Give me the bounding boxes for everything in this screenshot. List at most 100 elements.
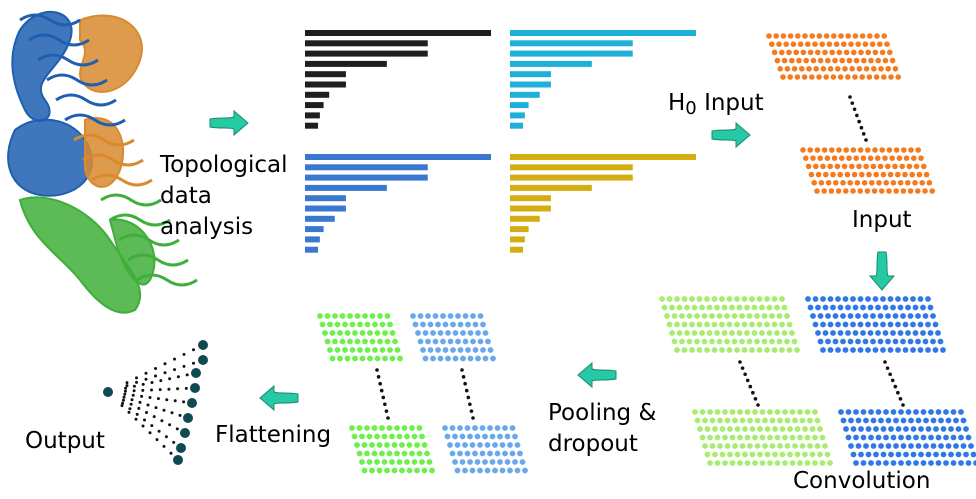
output-connection-dot — [140, 394, 144, 398]
grid-dot — [920, 409, 927, 415]
grid-dot — [819, 460, 826, 466]
grid-dot — [877, 41, 883, 47]
grid-dot — [823, 171, 829, 178]
grid-dot — [686, 338, 693, 345]
grid-dot — [930, 338, 936, 345]
grid-dot — [777, 443, 783, 449]
grid-dot — [816, 33, 823, 39]
grid-dot — [722, 460, 728, 466]
grid-dot — [842, 66, 848, 72]
protein-ribbon-strand — [55, 93, 117, 107]
grid-dot — [692, 409, 698, 415]
grid-dot — [925, 426, 932, 432]
output-connection-dot — [192, 348, 195, 352]
grid-dot — [835, 347, 841, 353]
grid-dot — [469, 467, 476, 474]
grid-dot — [404, 433, 410, 440]
grid-dot — [734, 321, 740, 328]
arrow-pooling-to-flattening — [259, 384, 299, 412]
grid-dot — [948, 451, 954, 458]
grid-dot — [925, 451, 932, 458]
grid-dot — [842, 347, 849, 353]
grid-dot — [825, 338, 831, 345]
grid-dot — [406, 442, 413, 448]
grid-dot — [319, 321, 326, 328]
grid-dot — [922, 338, 929, 345]
grid-dot — [707, 409, 713, 415]
grid-dot — [349, 425, 355, 431]
grid-dot — [411, 459, 418, 465]
grid-dot — [835, 321, 841, 328]
barcode-bar — [305, 246, 319, 253]
connector-dot — [861, 132, 866, 136]
output-connection-dot — [152, 415, 156, 419]
grid-dot — [752, 434, 758, 441]
grid-dot — [347, 338, 353, 345]
barcode-bar — [510, 122, 524, 129]
grid-dot — [780, 33, 787, 39]
protein-ribbon-strand — [109, 213, 171, 227]
barcode-bar — [510, 71, 551, 78]
connector-dot — [898, 397, 903, 401]
protein-ribbon-strand — [118, 233, 180, 247]
grid-dot — [329, 355, 336, 362]
grid-dot — [853, 155, 859, 161]
grid-dot — [859, 33, 866, 39]
grid-dot — [726, 321, 733, 328]
grid-dot — [792, 443, 798, 449]
grid-dot — [426, 459, 433, 465]
connector-dot — [748, 384, 753, 389]
output-connection-dot — [178, 413, 182, 417]
grid-dot — [935, 460, 942, 466]
grid-dot — [827, 296, 834, 302]
grid-dot — [938, 417, 944, 424]
grid-dot — [497, 433, 503, 440]
output-node — [173, 455, 183, 465]
grid-dot — [482, 433, 488, 440]
grid-dot — [865, 49, 871, 56]
grid-dot — [394, 450, 400, 457]
grid-dot — [517, 450, 523, 457]
grid-dot — [880, 347, 886, 353]
output-connection-dot — [164, 435, 168, 439]
grid-dot — [809, 426, 816, 432]
grid-dot — [881, 74, 887, 80]
grid-dot — [905, 180, 911, 186]
grid-dot — [895, 347, 901, 353]
grid-dot — [958, 434, 964, 441]
grid-dot — [922, 188, 928, 194]
grid-dot — [866, 171, 872, 178]
grid-dot — [850, 426, 857, 432]
grid-dot — [399, 467, 405, 474]
output-connection-dot — [124, 386, 128, 390]
grid-dot — [752, 460, 758, 466]
grid-dot — [437, 330, 444, 336]
grid-dot — [885, 163, 891, 170]
grid-dot — [856, 66, 863, 72]
grid-dot — [364, 321, 371, 328]
grid-dot — [504, 433, 511, 440]
arrow-input-to-convolution — [868, 251, 896, 291]
grid-dot — [880, 451, 887, 458]
grid-dot — [812, 434, 818, 441]
output-connection-dot — [137, 406, 141, 410]
grid-dot — [865, 451, 872, 458]
grid-dot — [973, 460, 976, 466]
grid-dot — [659, 296, 665, 302]
grid-dot — [442, 321, 449, 328]
grid-dot — [815, 49, 821, 56]
grid-dot — [813, 66, 819, 72]
grid-dot — [754, 338, 760, 345]
grid-dot — [820, 163, 826, 170]
connector-dot — [461, 375, 466, 379]
grid-dot — [892, 313, 899, 319]
grid-dot — [902, 347, 909, 353]
grid-dot — [817, 57, 824, 64]
grid-dot — [371, 450, 378, 457]
grid-dot — [387, 347, 393, 353]
grid-dot — [847, 313, 854, 319]
grid-dot — [349, 321, 356, 328]
barcode-bar — [305, 50, 428, 57]
grid-dot — [903, 155, 910, 161]
grid-dot — [830, 171, 836, 178]
